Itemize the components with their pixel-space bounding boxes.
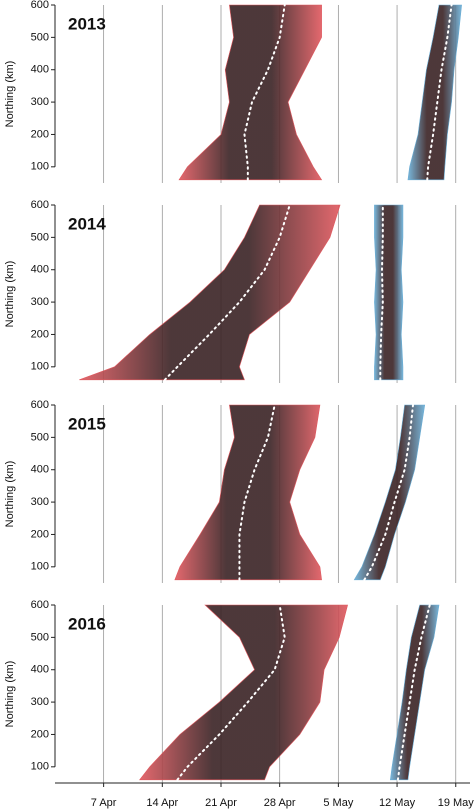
y-tick-label: 600 — [31, 599, 49, 611]
y-tick-label: 500 — [31, 431, 49, 443]
y-tick-label: 400 — [31, 464, 49, 476]
x-tick-label: 21 Apr — [205, 797, 237, 809]
median-line — [379, 204, 384, 381]
y-tick-label: 100 — [31, 561, 49, 573]
band — [353, 404, 426, 581]
y-axis-label: Northing (km) — [4, 261, 16, 328]
panel-title: 2016 — [68, 614, 106, 633]
y-tick-label: 600 — [31, 0, 49, 11]
x-tick-label: 7 Apr — [91, 797, 117, 809]
median-line — [396, 604, 431, 781]
y-tick-label: 400 — [31, 64, 49, 76]
y-axis-label: Northing (km) — [4, 461, 16, 528]
y-tick-label: 400 — [31, 264, 49, 276]
y-axis-label: Northing (km) — [4, 61, 16, 128]
x-tick-label: 5 May — [323, 797, 353, 809]
y-tick-label: 600 — [31, 199, 49, 211]
y-tick-label: 500 — [31, 31, 49, 43]
y-tick-label: 200 — [31, 328, 49, 340]
y-tick-label: 300 — [31, 296, 49, 308]
median-line — [238, 404, 276, 581]
y-tick-label: 500 — [31, 631, 49, 643]
y-tick-label: 600 — [31, 399, 49, 411]
panel-title: 2013 — [68, 14, 106, 33]
band — [390, 604, 440, 781]
x-tick-label: 12 May — [379, 797, 416, 809]
band — [139, 604, 348, 781]
y-tick-label: 100 — [31, 761, 49, 773]
median-line — [163, 204, 291, 381]
median-line — [363, 404, 414, 581]
y-tick-label: 300 — [31, 96, 49, 108]
y-tick-label: 500 — [31, 231, 49, 243]
y-tick-label: 400 — [31, 664, 49, 676]
x-tick-label: 19 May — [438, 797, 474, 809]
y-tick-label: 200 — [31, 528, 49, 540]
band — [178, 4, 323, 181]
panel-title: 2014 — [68, 214, 106, 233]
band — [407, 4, 462, 181]
y-tick-label: 100 — [31, 161, 49, 173]
x-tick-label: 14 Apr — [146, 797, 178, 809]
band — [374, 204, 404, 381]
y-tick-label: 200 — [31, 128, 49, 140]
x-tick-label: 28 Apr — [264, 797, 296, 809]
panel-title: 2015 — [68, 414, 106, 433]
median-line — [176, 604, 286, 781]
median-line — [243, 4, 286, 181]
y-tick-label: 300 — [31, 496, 49, 508]
band — [79, 204, 341, 381]
y-axis-label: Northing (km) — [4, 661, 16, 728]
y-tick-label: 100 — [31, 361, 49, 373]
y-tick-label: 300 — [31, 696, 49, 708]
median-line — [426, 4, 453, 181]
y-tick-label: 200 — [31, 728, 49, 740]
